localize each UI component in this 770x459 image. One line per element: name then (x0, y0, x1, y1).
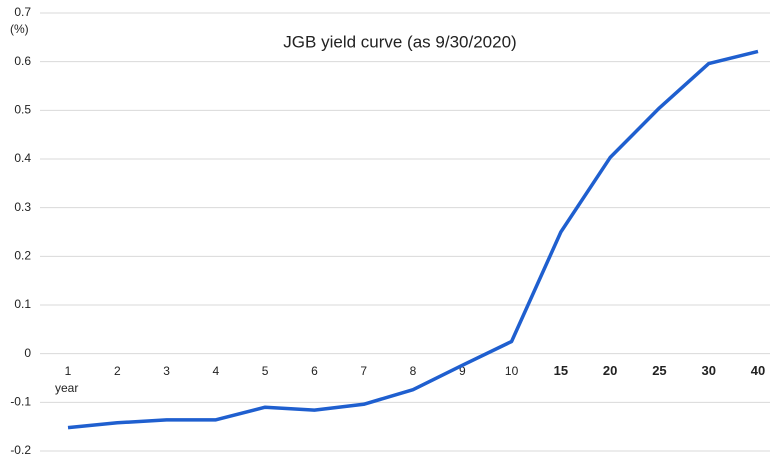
y-tick-label: -0.2 (10, 443, 31, 457)
x-tick-label: 3 (163, 364, 170, 378)
y-tick-label: 0 (24, 346, 31, 360)
x-tick-label: 5 (262, 364, 269, 378)
x-tick-label: 1 (65, 364, 72, 378)
y-axis-label: (%) (10, 22, 29, 36)
y-tick-label: -0.1 (10, 395, 31, 409)
x-tick-label: 6 (311, 364, 318, 378)
x-axis-label: year (55, 381, 78, 395)
x-tick-label: 2 (114, 364, 121, 378)
x-tick-label: 4 (213, 364, 220, 378)
x-tick-label: 7 (360, 364, 367, 378)
y-tick-label: 0.5 (14, 103, 31, 117)
x-tick-label: 10 (505, 364, 519, 378)
chart-title: JGB yield curve (as 9/30/2020) (283, 32, 516, 51)
x-tick-label: 15 (554, 363, 568, 378)
y-tick-label: 0.4 (14, 151, 31, 165)
y-tick-label: 0.6 (14, 54, 31, 68)
x-tick-label: 30 (701, 363, 715, 378)
y-tick-label: 0.2 (14, 249, 31, 263)
data-line (67, 49, 759, 430)
x-tick-label: 9 (459, 364, 466, 378)
x-tick-label: 25 (652, 363, 666, 378)
y-tick-label: 0.7 (14, 5, 31, 19)
y-tick-label: 0.1 (14, 297, 31, 311)
y-tick-label: 0.3 (14, 200, 31, 214)
x-tick-label: 40 (751, 363, 765, 378)
x-tick-label: 8 (410, 364, 417, 378)
x-tick-label: 20 (603, 363, 617, 378)
